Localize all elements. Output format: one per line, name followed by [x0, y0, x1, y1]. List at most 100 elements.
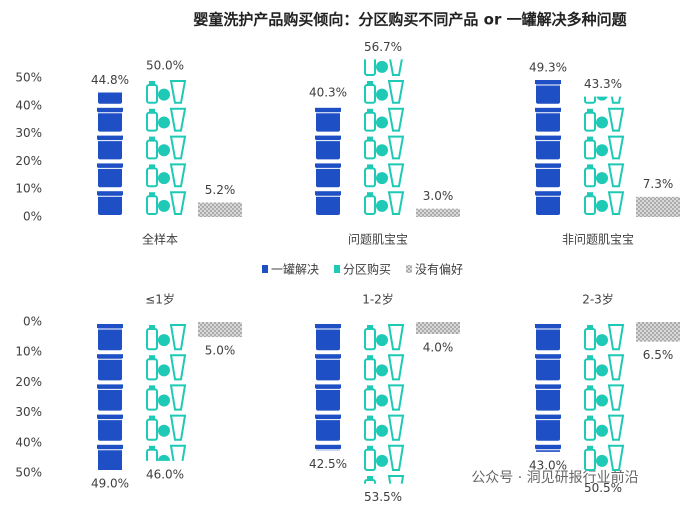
cup: [607, 324, 625, 351]
x-tick-label: 问题肌宝宝: [348, 233, 408, 247]
cup: [169, 324, 187, 351]
cup: [607, 191, 625, 215]
value-label: 44.8%: [91, 73, 129, 87]
y-tick-label: 50%: [15, 71, 42, 85]
value-label: 49.3%: [529, 60, 567, 74]
can-body: [98, 137, 122, 160]
bottle-cap: [587, 385, 593, 390]
bottle-cap: [587, 108, 593, 113]
can-lid: [315, 444, 341, 449]
x-tick-label: 全样本: [142, 232, 178, 247]
bottle-cap: [149, 355, 155, 360]
jar: [376, 116, 388, 129]
can-body: [316, 416, 340, 441]
cup: [387, 163, 405, 188]
y-tick-label: 20%: [15, 375, 42, 389]
bottle-cap: [367, 192, 373, 197]
jar: [596, 424, 608, 437]
can-body: [536, 416, 560, 441]
can-lid: [535, 354, 561, 359]
jar: [376, 424, 388, 437]
cup: [607, 414, 625, 441]
cup: [169, 80, 187, 104]
cup: [607, 384, 625, 411]
bottle: [584, 388, 596, 411]
cup: [389, 59, 403, 76]
cup: [387, 80, 405, 104]
cup: [169, 414, 187, 441]
legend-item: 没有偏好: [406, 262, 463, 277]
jar: [376, 394, 388, 407]
value-label: 5.0%: [205, 344, 236, 358]
legend-label: 没有偏好: [415, 262, 463, 277]
can-lid: [315, 107, 341, 112]
can-lid: [535, 80, 561, 84]
x-tick-label: 非问题肌宝宝: [562, 233, 634, 247]
can-body: [536, 82, 560, 104]
can-lid: [535, 135, 561, 140]
pictogram-bar: [97, 92, 123, 215]
can-body: [536, 326, 560, 351]
value-label: 6.5%: [643, 348, 674, 362]
watermark: 公众号 · 洞见研报行业前沿: [471, 469, 638, 486]
value-label: 50.0%: [146, 59, 184, 73]
y-tick-label: 40%: [15, 435, 42, 449]
legend-swatch: [334, 265, 341, 273]
bottle-cap: [587, 192, 593, 197]
can-body: [316, 193, 340, 215]
can-lid: [535, 444, 561, 449]
bottle-cap: [149, 192, 155, 197]
pictogram-bar: [636, 196, 680, 217]
legend-item: 分区购买: [334, 262, 391, 277]
can-lid: [315, 80, 341, 84]
bottle: [584, 328, 596, 351]
can-body: [536, 193, 560, 215]
pattern-block: [636, 322, 680, 342]
bottle-cap: [587, 325, 593, 329]
value-label: 46.0%: [146, 467, 184, 481]
bottle-cap: [587, 445, 593, 450]
legend-label: 一罐解决: [271, 263, 319, 277]
can-body: [98, 165, 122, 188]
cup: [607, 163, 625, 188]
cup: [169, 354, 187, 381]
bottle: [584, 167, 596, 188]
can-lid: [97, 107, 123, 112]
legend-swatch: [262, 265, 268, 273]
bottle: [584, 195, 596, 215]
value-label: 49.0%: [91, 476, 129, 490]
jar: [376, 199, 388, 212]
bottle-cap: [367, 325, 373, 329]
cup: [387, 444, 405, 471]
x-tick-label: ≤1岁: [145, 292, 175, 307]
bottle: [364, 418, 376, 441]
pattern-block: [198, 202, 242, 217]
bottle: [146, 167, 158, 188]
bottle: [364, 59, 376, 76]
y-tick-label: 20%: [15, 154, 42, 168]
bottle: [364, 388, 376, 411]
can-lid: [535, 191, 561, 196]
bottle: [146, 418, 158, 441]
value-label: 42.5%: [309, 457, 347, 471]
jar: [158, 116, 170, 129]
y-tick-label: 30%: [15, 405, 42, 419]
jar: [376, 144, 388, 157]
can-body: [98, 109, 122, 132]
bottle: [584, 418, 596, 441]
bottle-cap: [149, 445, 155, 450]
value-label: 7.3%: [643, 177, 674, 191]
can-body: [316, 109, 340, 132]
pictogram-bar: [364, 324, 405, 484]
y-tick-label: 40%: [15, 98, 42, 112]
jar: [376, 60, 388, 73]
bottle: [364, 167, 376, 188]
can-lid: [535, 324, 561, 328]
bottle-cap: [149, 81, 155, 85]
pattern-block: [416, 208, 460, 217]
cup: [607, 444, 625, 471]
jar: [596, 116, 608, 129]
can-lid: [97, 384, 123, 389]
can-body: [98, 92, 122, 104]
